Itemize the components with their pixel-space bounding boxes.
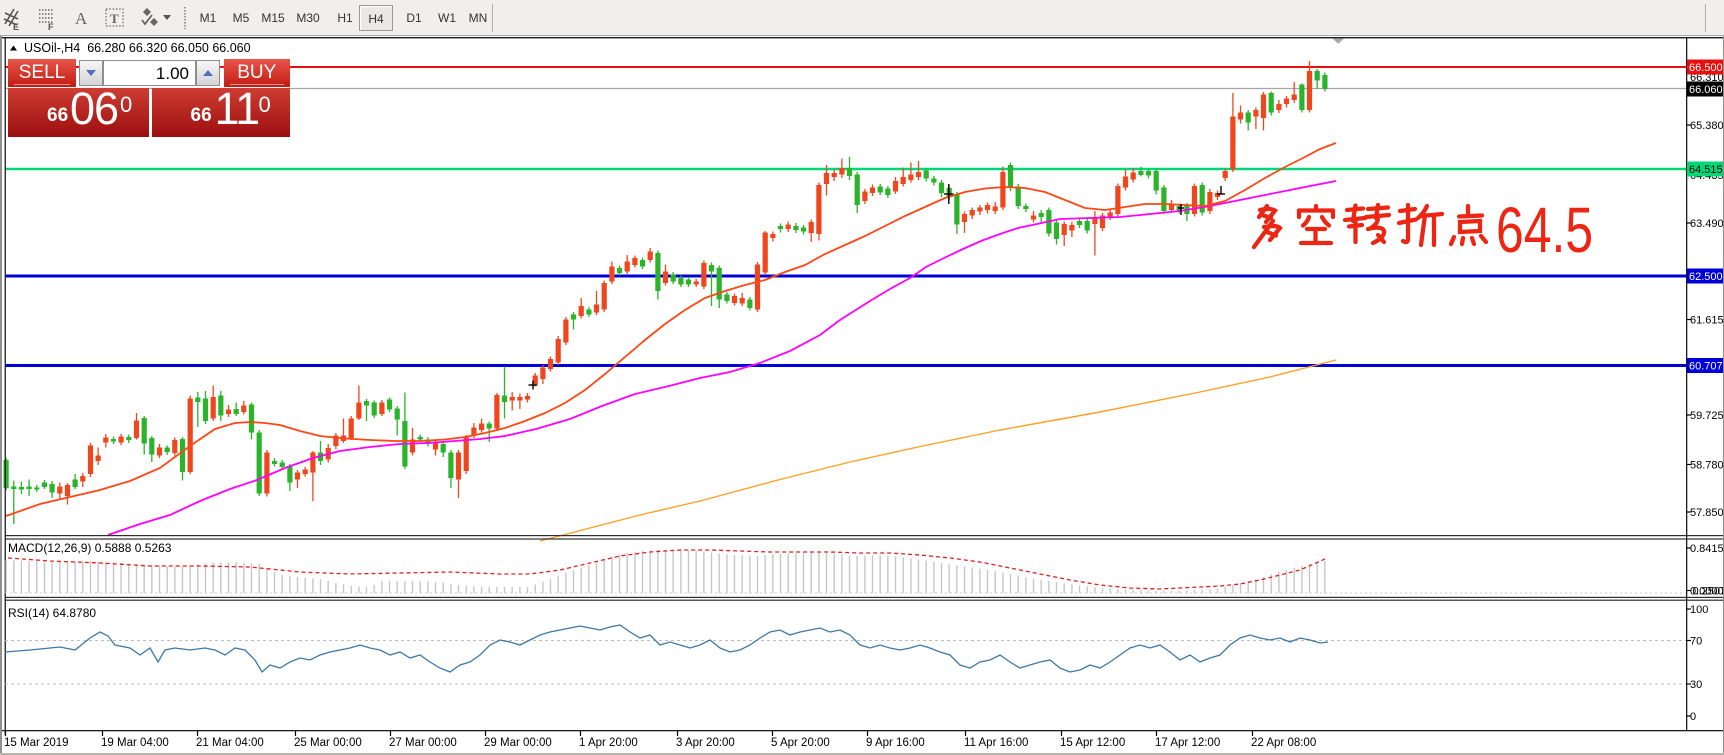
svg-text:15 Mar 2019: 15 Mar 2019 <box>4 737 69 749</box>
svg-text:62.500: 62.500 <box>1689 271 1723 283</box>
svg-text:29 Mar 00:00: 29 Mar 00:00 <box>484 737 552 749</box>
svg-text:F: F <box>48 22 54 32</box>
svg-text:30: 30 <box>1690 679 1702 691</box>
svg-text:63.490: 63.490 <box>1690 218 1724 230</box>
svg-text:25 Mar 00:00: 25 Mar 00:00 <box>294 737 362 749</box>
svg-text:21 Mar 04:00: 21 Mar 04:00 <box>196 737 264 749</box>
svg-text:MACD(12,26,9) 0.5888 0.5263: MACD(12,26,9) 0.5888 0.5263 <box>8 541 172 555</box>
svg-text:65.380: 65.380 <box>1690 120 1724 132</box>
svg-text:64.5: 64.5 <box>1496 195 1593 266</box>
svg-text:66.310: 66.310 <box>1690 72 1724 84</box>
svg-text:17 Apr 12:00: 17 Apr 12:00 <box>1155 737 1220 749</box>
svg-text:5 Apr 20:00: 5 Apr 20:00 <box>771 737 830 749</box>
svg-text:15 Apr 12:00: 15 Apr 12:00 <box>1060 737 1125 749</box>
svg-text:66.500: 66.500 <box>1689 62 1723 74</box>
svg-text:E: E <box>13 22 19 32</box>
svg-text:60.707: 60.707 <box>1689 361 1723 373</box>
svg-text:66.060: 66.060 <box>1689 84 1723 96</box>
svg-text:0: 0 <box>1690 711 1696 723</box>
svg-text:1 Apr 20:00: 1 Apr 20:00 <box>579 737 638 749</box>
svg-text:59.725: 59.725 <box>1690 410 1724 422</box>
svg-text:70: 70 <box>1690 636 1702 648</box>
svg-text:0.8415: 0.8415 <box>1690 543 1724 555</box>
svg-text:61.615: 61.615 <box>1690 315 1724 327</box>
svg-text:A: A <box>75 9 88 28</box>
svg-text:9 Apr 16:00: 9 Apr 16:00 <box>866 737 925 749</box>
svg-text:USOil-,H4 66.280 66.320 66.05: USOil-,H4 66.280 66.320 66.050 66.060 <box>24 41 251 55</box>
svg-text:57.850: 57.850 <box>1690 507 1724 519</box>
svg-text:RSI(14) 64.8780: RSI(14) 64.8780 <box>8 606 96 620</box>
svg-text:19 Mar 04:00: 19 Mar 04:00 <box>101 737 169 749</box>
svg-text:58.780: 58.780 <box>1690 460 1724 472</box>
svg-text:22 Apr 08:00: 22 Apr 08:00 <box>1251 737 1316 749</box>
svg-text:0.2507: 0.2507 <box>1693 586 1724 598</box>
svg-text:100: 100 <box>1690 604 1708 616</box>
svg-text:0.0000: 0.0000 <box>1690 586 1724 598</box>
svg-text:27 Mar 00:00: 27 Mar 00:00 <box>389 737 457 749</box>
svg-text:3 Apr 20:00: 3 Apr 20:00 <box>676 737 735 749</box>
svg-text:11 Apr 16:00: 11 Apr 16:00 <box>964 737 1028 749</box>
svg-text:T: T <box>110 11 119 26</box>
svg-text:64.515: 64.515 <box>1689 164 1723 176</box>
